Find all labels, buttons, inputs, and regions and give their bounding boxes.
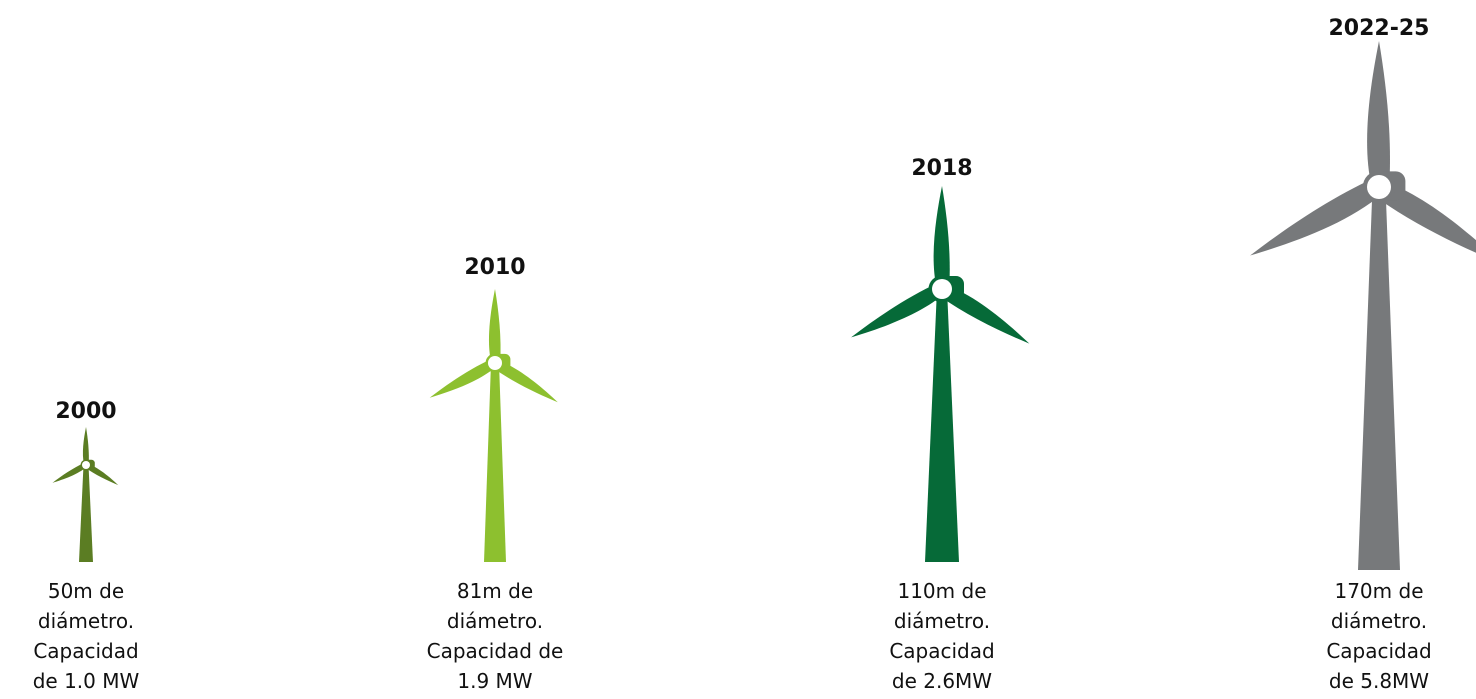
description-line: diámetro. xyxy=(38,609,134,633)
year-label: 2010 xyxy=(464,255,525,280)
description-line: Capacidad xyxy=(889,639,994,663)
blade xyxy=(938,284,1030,344)
blade xyxy=(82,427,89,465)
description-line: 1.9 MW xyxy=(457,669,532,693)
blade xyxy=(488,289,501,363)
year-label: 2018 xyxy=(911,156,972,181)
hub xyxy=(1367,175,1391,199)
description-line: de 2.6MW xyxy=(892,669,992,693)
description-line: Capacidad de xyxy=(427,639,564,663)
turbine xyxy=(1250,41,1476,570)
description-line: 170m de xyxy=(1334,579,1423,603)
blade xyxy=(1250,177,1383,256)
description-line: 81m de xyxy=(457,579,533,603)
description-line: diámetro. xyxy=(447,609,543,633)
description-line: 110m de xyxy=(897,579,986,603)
blade xyxy=(429,358,497,398)
blade xyxy=(52,462,87,483)
description-line: Capacidad xyxy=(33,639,138,663)
hub xyxy=(488,356,502,370)
tower xyxy=(925,289,959,562)
blade xyxy=(851,282,945,338)
blade xyxy=(1373,180,1476,265)
hub xyxy=(932,279,952,299)
year-label: 2000 xyxy=(55,399,116,424)
description-line: Capacidad xyxy=(1326,639,1431,663)
blade xyxy=(492,359,558,403)
description-line: de 1.0 MW xyxy=(33,669,140,693)
tower xyxy=(1358,187,1400,570)
description-line: de 5.8MW xyxy=(1329,669,1429,693)
description-line: 50m de xyxy=(48,579,124,603)
turbine xyxy=(429,289,558,562)
tower xyxy=(484,363,506,562)
tower xyxy=(79,465,93,562)
description-line: diámetro. xyxy=(1331,609,1427,633)
year-label: 2022-25 xyxy=(1329,16,1430,41)
turbine xyxy=(851,186,1030,562)
blade xyxy=(933,186,950,289)
hub xyxy=(82,461,90,469)
description-line: diámetro. xyxy=(894,609,990,633)
blade xyxy=(1367,41,1390,187)
turbine xyxy=(52,427,119,562)
